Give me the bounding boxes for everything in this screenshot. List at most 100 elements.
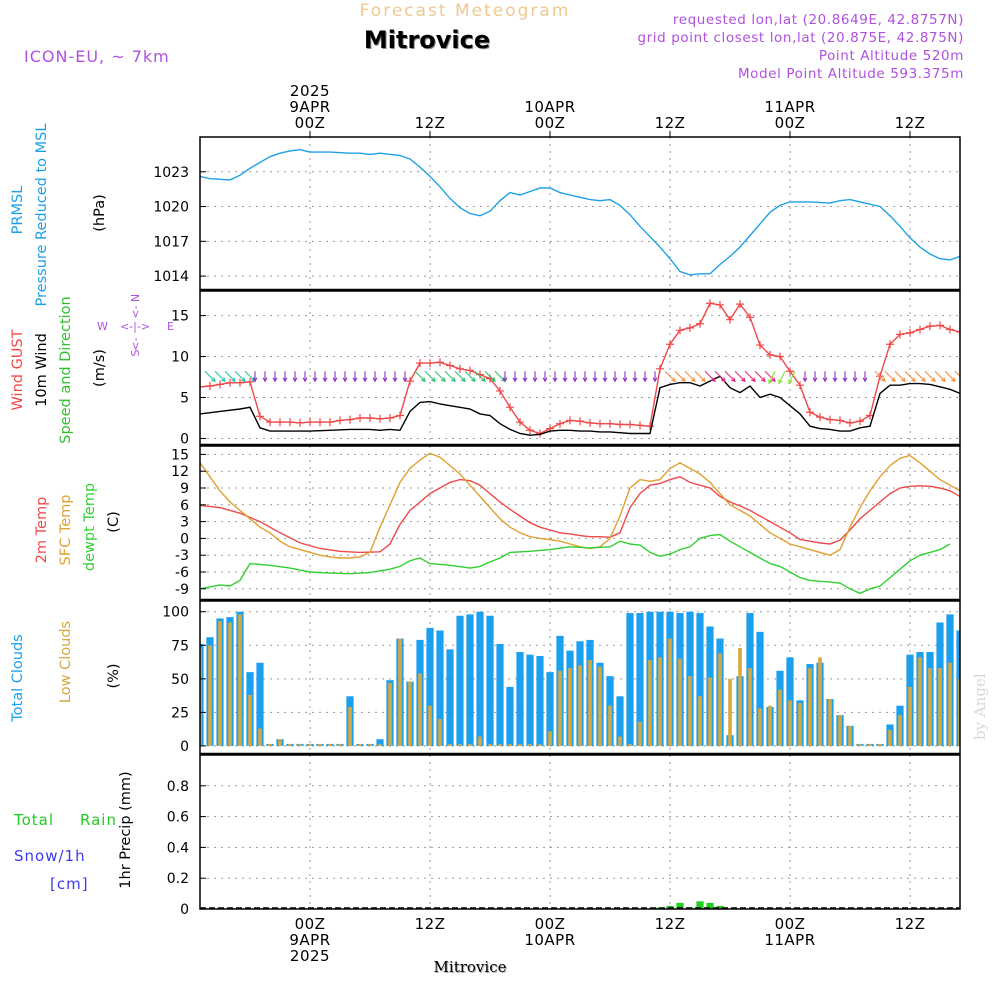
- precip-y-tick-label: 0.8: [167, 779, 189, 795]
- clouds-y-tick-label: 25: [171, 705, 189, 721]
- bar-total-clouds: [376, 739, 384, 746]
- wind-direction-arrow: [622, 371, 628, 383]
- wind-direction-arrow: [362, 371, 368, 383]
- precip-frame: [199, 754, 961, 910]
- gust-marker: [236, 378, 244, 387]
- bar-low-clouds: [538, 743, 542, 746]
- bar-low-clouds: [388, 682, 392, 746]
- bar-low-clouds: [688, 676, 692, 746]
- wind-direction-arrow: [884, 370, 896, 383]
- bar-low-clouds: [408, 681, 412, 746]
- bar-low-clouds: [828, 698, 832, 746]
- bar-total-rain: [696, 901, 704, 909]
- top-time-label: 00Z: [775, 114, 806, 132]
- bar-low-clouds: [928, 668, 932, 746]
- bar-low-clouds: [448, 743, 452, 746]
- footer-location: Mitrovice: [434, 958, 507, 976]
- wind-direction-arrow: [332, 371, 338, 383]
- bar-total-clouds: [626, 613, 634, 746]
- wind-direction-arrow: [434, 370, 446, 383]
- cloud-label-low: Low Clouds: [58, 621, 74, 703]
- bar-low-clouds: [598, 666, 602, 746]
- bar-low-clouds: [958, 678, 960, 746]
- wind-direction-arrow: [562, 371, 568, 383]
- bar-total-clouds: [526, 654, 534, 746]
- wind-direction-arrow: [852, 371, 858, 383]
- bar-total-rain: [716, 905, 724, 909]
- compass-e: E: [167, 320, 174, 333]
- wind-direction-arrow: [874, 370, 886, 383]
- wind-y-tick-label: 5: [180, 390, 189, 406]
- gust-marker: [936, 321, 944, 330]
- precip-panel: [200, 755, 960, 909]
- wind-direction-arrow: [454, 370, 466, 383]
- gust-marker: [776, 352, 784, 361]
- bar-low-clouds: [318, 743, 322, 746]
- bar-low-clouds: [268, 743, 272, 746]
- gust-marker: [366, 413, 374, 422]
- wind-direction-arrow: [414, 370, 426, 383]
- gust-marker: [256, 412, 264, 421]
- bar-low-clouds: [738, 647, 742, 746]
- bar-low-clouds: [868, 743, 872, 746]
- bottom-time-label: 00Z: [535, 915, 566, 933]
- bar-low-clouds: [818, 657, 822, 746]
- wind-direction-arrow: [474, 370, 486, 383]
- bar-low-clouds: [578, 665, 582, 746]
- bottom-time-label: 12Z: [415, 915, 446, 933]
- compass-w: W: [97, 320, 108, 333]
- wind-direction-arrow: [975, 371, 985, 381]
- bar-total-rain: [676, 902, 684, 909]
- bar-low-clouds: [668, 638, 672, 746]
- gust-marker: [336, 416, 344, 425]
- bar-low-clouds: [638, 721, 642, 746]
- bar-total-clouds: [446, 649, 454, 746]
- wind-direction-arrow: [832, 371, 838, 383]
- gust-marker: [666, 340, 674, 349]
- bar-low-clouds: [228, 622, 232, 746]
- wind-y-tick-label: 0: [180, 431, 189, 447]
- wind-direction-arrow: [788, 371, 796, 385]
- bottom-time-label: 9APR: [289, 931, 330, 949]
- gust-marker: [746, 313, 754, 322]
- wind-direction-arrow: [204, 370, 216, 383]
- wind-direction-arrow: [714, 370, 726, 383]
- bar-low-clouds: [200, 647, 202, 746]
- bottom-time-label: 2025: [290, 947, 330, 965]
- gust-marker: [276, 418, 284, 427]
- bar-low-clouds: [618, 736, 622, 746]
- bar-low-clouds: [398, 638, 402, 746]
- gust-marker: [456, 364, 464, 373]
- gust-marker: [200, 382, 204, 391]
- product-title: Forecast Meteogram: [360, 1, 571, 21]
- bar-low-clouds: [728, 678, 732, 746]
- wind-direction-arrow: [652, 371, 658, 383]
- gust-marker: [516, 418, 524, 427]
- wind-direction-arrow: [552, 371, 558, 383]
- wind-direction-arrow: [572, 371, 578, 383]
- gust-marker: [956, 327, 960, 336]
- pressure-y-tick-label: 1014: [153, 269, 189, 285]
- gust-marker: [916, 325, 924, 334]
- bar-low-clouds: [468, 743, 472, 746]
- gust-marker: [786, 367, 794, 376]
- wind-direction-arrow: [322, 371, 328, 383]
- bottom-time-label: 12Z: [655, 915, 686, 933]
- bar-low-clouds: [878, 743, 882, 746]
- gust-marker: [566, 416, 574, 425]
- panel-labels: PRMSL Pressure Reduced to MSL (hPa) Wind GU…: [10, 124, 174, 893]
- wind-direction-arrow: [744, 370, 756, 383]
- gust-marker: [796, 381, 804, 390]
- wind-direction-arrow: [704, 370, 716, 383]
- bar-low-clouds: [378, 743, 382, 746]
- gust-marker: [976, 328, 984, 336]
- wind-direction-arrow: [664, 370, 676, 383]
- gust-marker: [706, 299, 714, 308]
- line-dewpt-temp: [200, 533, 951, 595]
- gust-marker: [226, 378, 234, 387]
- wind-direction-arrow: [372, 371, 378, 383]
- gust-marker: [686, 323, 694, 332]
- gust-marker: [986, 351, 994, 359]
- bottom-time-label: 12Z: [895, 915, 926, 933]
- gust-marker: [816, 413, 824, 422]
